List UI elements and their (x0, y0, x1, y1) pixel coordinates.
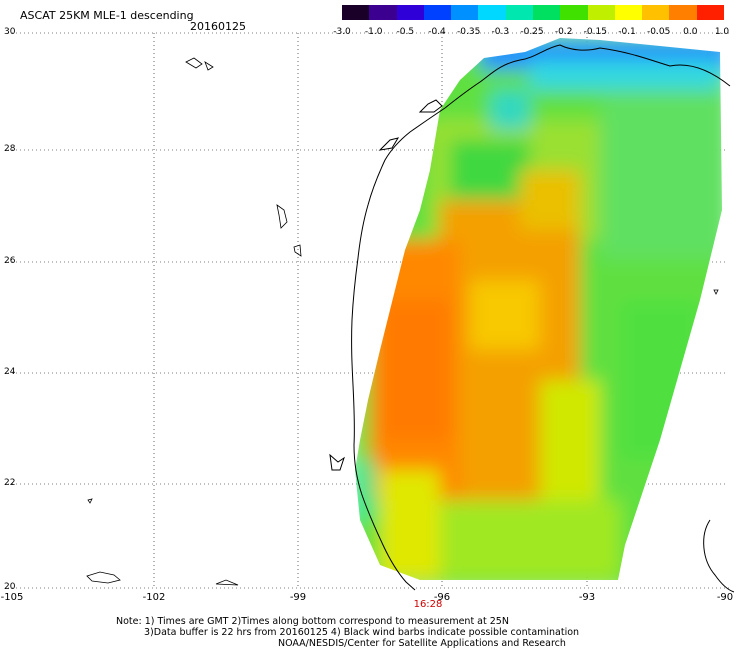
wind-swath (355, 38, 722, 580)
lat-label-30: 30 (4, 27, 16, 37)
colorbar-swatch (532, 5, 561, 20)
colorbar-swatch (669, 5, 697, 20)
colorbar-label: -3.0 (333, 27, 351, 37)
colorbar-swatch (505, 5, 533, 20)
lat-label-28: 28 (4, 144, 16, 154)
colorbar-swatch (423, 5, 452, 20)
colorbar-label: -0.15 (583, 27, 607, 37)
colorbar-swatch (342, 5, 370, 20)
note-line-3: NOAA/NESDIS/Center for Satellite Applica… (278, 638, 566, 649)
colorbar-label: -0.3 (491, 27, 510, 37)
lon-label-105: -105 (0, 592, 24, 603)
land-islands (86, 57, 719, 586)
colorbar-swatch (560, 5, 588, 20)
colorbar-label: 0.0 (683, 27, 698, 37)
map-frame (8, 32, 730, 589)
colorbar-label: -0.2 (554, 27, 573, 37)
coastline (329, 44, 735, 593)
colorbar-label: -1.0 (364, 27, 383, 37)
colorbar-label: -0.1 (618, 27, 636, 37)
map-title: ASCAT 25KM MLE-1 descending (20, 9, 194, 22)
colorbar-label: -0.25 (520, 27, 544, 37)
lon-label-90: -90 (716, 592, 734, 603)
note-line-2: 3)Data buffer is 22 hrs from 20160125 4)… (144, 627, 580, 638)
lon-label-93: -93 (578, 592, 596, 603)
colorbar-swatch (642, 5, 670, 20)
colorbar-label: -0.35 (457, 27, 481, 37)
colorbar-swatch (614, 5, 643, 20)
lat-label-22: 22 (4, 478, 16, 488)
note-line-1: Note: 1) Times are GMT 2)Times along bot… (116, 616, 509, 627)
lat-label-20: 20 (4, 582, 16, 592)
colorbar-swatch (478, 5, 506, 20)
time-marker: 16:28 (413, 599, 443, 610)
colorbar-label: -0.05 (647, 27, 671, 37)
colorbar-label: -0.5 (396, 27, 415, 37)
colorbar-swatch (587, 5, 615, 20)
colorbar-swatch (369, 5, 397, 20)
map-date: 20160125 (190, 20, 246, 33)
lon-label-102: -102 (142, 592, 166, 603)
colorbar-swatch (696, 5, 724, 20)
colorbar-swatch (396, 5, 424, 20)
colorbar (342, 5, 724, 20)
colorbar-swatch (451, 5, 479, 20)
lat-label-26: 26 (4, 256, 16, 266)
colorbar-label: 1.0 (714, 27, 730, 37)
lat-label-24: 24 (4, 367, 16, 377)
lon-label-96: -96 (433, 592, 451, 603)
colorbar-label: -0.4 (428, 27, 446, 37)
lon-label-99: -99 (289, 592, 307, 603)
